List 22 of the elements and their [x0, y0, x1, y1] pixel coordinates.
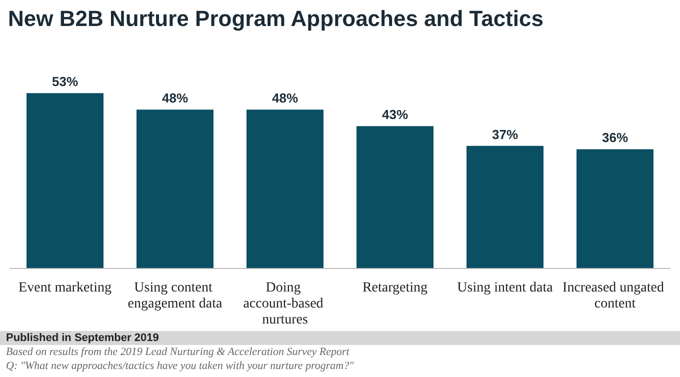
- bar: [466, 146, 544, 268]
- data-label: 48%: [162, 90, 188, 106]
- x-tick-label: Retargeting: [362, 280, 428, 296]
- x-tick-label: Increased ungated content: [562, 280, 668, 312]
- text: Published in September 2019: [0, 331, 680, 345]
- bar: [26, 93, 104, 268]
- text: Q: "What new approaches/tactics have you taken with your nurture program?": [5, 359, 355, 373]
- bar: [356, 126, 434, 268]
- data-label: 53%: [52, 74, 78, 90]
- x-tick-label: Using intent data: [457, 280, 554, 296]
- data-label: 48%: [272, 90, 298, 106]
- bar: [576, 149, 654, 268]
- bar: [246, 110, 324, 268]
- data-label: 37%: [492, 126, 518, 142]
- x-tick-label: Doing account-based nurtures: [243, 280, 327, 328]
- x-tick-label: Event marketing: [18, 280, 112, 296]
- data-label: 36%: [602, 130, 628, 146]
- bar: [136, 110, 214, 268]
- data-label: 43%: [382, 107, 408, 122]
- x-tick-label: Using content engagement data: [128, 280, 224, 312]
- text: Based on results from the 2019 Lead Nurturing & Acceleration Survey Report: [5, 345, 350, 359]
- chart-title: New B2B Nurture Program Approaches and Tactics: [8, 6, 544, 32]
